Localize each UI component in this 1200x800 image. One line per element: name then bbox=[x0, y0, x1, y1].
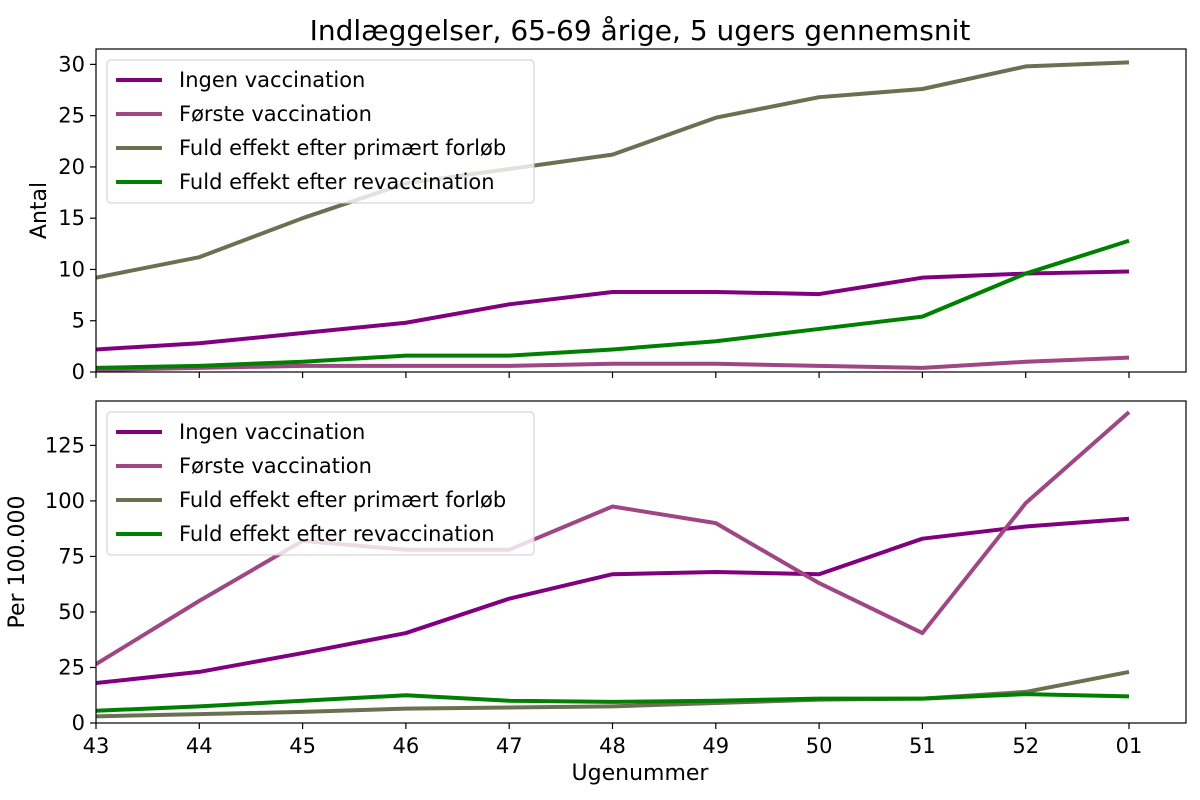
x-axis-label: Ugenummer bbox=[572, 761, 710, 786]
x-tick-label: 51 bbox=[909, 734, 936, 758]
legend-box bbox=[106, 59, 535, 204]
panel-top-count: 0 5 10 15 20 25 30 Antal Ingen vaccination Første… bbox=[27, 48, 1187, 384]
y-tick-label: 30 bbox=[58, 52, 85, 76]
y-tick-label: 0 bbox=[72, 711, 85, 735]
y-tick-label: 25 bbox=[58, 655, 85, 679]
y-axis-label: Antal bbox=[27, 182, 52, 239]
legend-entry: Ingen vaccination bbox=[179, 68, 365, 92]
x-tick-label: 47 bbox=[496, 734, 523, 758]
x-tick-label: 44 bbox=[186, 734, 213, 758]
x-tick-label: 49 bbox=[702, 734, 729, 758]
y-tick-label: 75 bbox=[58, 544, 85, 568]
legend-entry: Fuld effekt efter primært forløb bbox=[179, 136, 506, 160]
series-line-ingen-vaccination bbox=[96, 516, 1130, 686]
y-tick-label: 125 bbox=[45, 433, 85, 457]
plot-frame bbox=[95, 400, 1187, 724]
legend-entry: Fuld effekt efter revaccination bbox=[179, 522, 495, 546]
legend-entry: Første vaccination bbox=[179, 102, 372, 126]
series-line-ingen-vaccination bbox=[96, 269, 1130, 352]
x-tick-label: 01 bbox=[1116, 734, 1143, 758]
chart-title: Indlæggelser, 65-69 årige, 5 ugers genne… bbox=[310, 14, 971, 47]
plot-frame bbox=[95, 48, 1187, 373]
series-group bbox=[96, 60, 1130, 372]
series-line-fuld-effekt-efter-revaccination bbox=[96, 692, 1130, 713]
series-line-fuld-effekt-efter-prim-rt-forl-b bbox=[96, 60, 1130, 280]
x-tick-label: 46 bbox=[393, 734, 420, 758]
y-tick-label: 100 bbox=[45, 489, 85, 513]
y-tick-label: 50 bbox=[58, 600, 85, 624]
y-tick-label: 15 bbox=[58, 206, 85, 230]
y-tick-label: 5 bbox=[72, 309, 85, 333]
x-tick-label: 45 bbox=[289, 734, 316, 758]
x-tick-label: 43 bbox=[83, 734, 110, 758]
legend-entry: Fuld effekt efter revaccination bbox=[179, 170, 495, 194]
y-axis-label: Per 100.000 bbox=[5, 495, 30, 628]
panel-bottom-per-100000: 0 25 50 75 100 125 43 44 45 46 47 48 49 50 51 52 01 Per 1… bbox=[5, 400, 1187, 758]
y-tick-label: 25 bbox=[58, 104, 85, 128]
series-line-fuld-effekt-efter-revaccination bbox=[96, 238, 1130, 370]
series-line-f-rste-vaccination bbox=[96, 355, 1130, 372]
series-line-fuld-effekt-efter-prim-rt-forl-b bbox=[96, 669, 1130, 719]
y-tick-label: 20 bbox=[58, 155, 85, 179]
x-tick-label: 48 bbox=[599, 734, 626, 758]
x-tick-label: 52 bbox=[1012, 734, 1039, 758]
legend-entry: Fuld effekt efter primært forløb bbox=[179, 488, 506, 512]
series-group bbox=[96, 410, 1131, 719]
legend-entry: Ingen vaccination bbox=[179, 420, 365, 444]
series-line-f-rste-vaccination bbox=[96, 410, 1131, 666]
x-tick-label: 50 bbox=[806, 734, 833, 758]
legend-entry: Første vaccination bbox=[179, 454, 372, 478]
y-tick-label: 0 bbox=[72, 360, 85, 384]
legend-box bbox=[106, 411, 535, 556]
y-tick-label: 10 bbox=[58, 257, 85, 281]
